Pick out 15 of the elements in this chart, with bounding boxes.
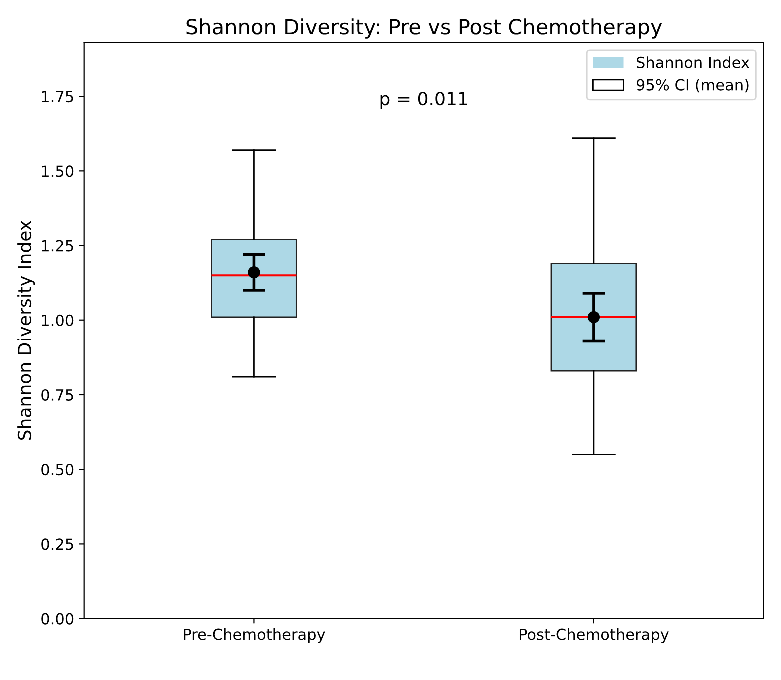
legend-label: 95% CI (mean) [636,79,749,93]
y-tick-label: 1.50 [42,166,74,178]
legend-label: Shannon Index [636,56,750,68]
y-axis-title: Shannon Diversity Index [18,220,36,440]
x-tick-label: Pre-Chemotherapy [184,628,326,644]
annotation: p = 0.011 [380,92,468,110]
y-tick-label: 0.25 [42,538,74,550]
y-tick-label: 0.75 [42,389,74,402]
y-tick-label: 0.50 [42,464,74,476]
y-tick-label: 1.25 [42,240,74,252]
y-tick-label: 1.75 [42,91,74,103]
y-tick-label: 1.00 [42,314,74,326]
x-tick-label: Post-Chemotherapy [520,628,669,644]
chart-title: Shannon Diversity: Pre vs Post Chemotherapy [186,18,662,39]
y-tick-label: 0.00 [42,613,74,625]
